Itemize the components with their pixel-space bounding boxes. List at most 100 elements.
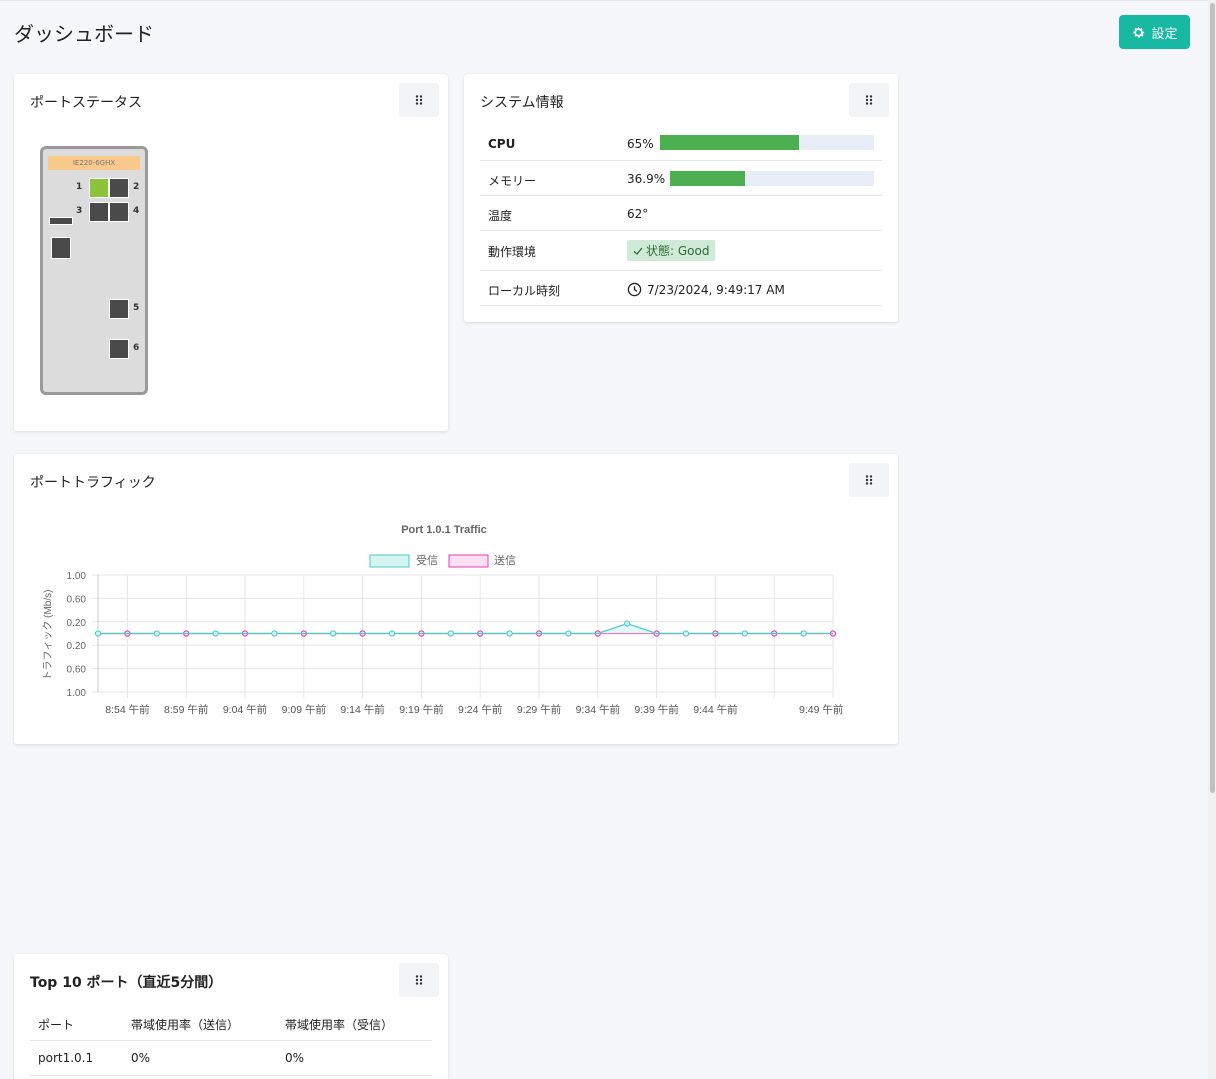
port-5[interactable] <box>109 299 129 319</box>
drag-handle-button[interactable] <box>399 83 439 117</box>
data-point <box>506 630 513 637</box>
chart-title: Port 1.0.1 Traffic <box>401 524 487 536</box>
system-info-title: システム情報 <box>480 95 564 111</box>
cpu-bar-fill <box>660 135 800 150</box>
series-line <box>98 622 833 635</box>
data-point <box>212 630 219 637</box>
data-point <box>624 620 631 627</box>
local-time-value: 7/23/2024, 9:49:17 AM <box>627 282 785 297</box>
local-time-text: 7/23/2024, 9:49:17 AM <box>647 282 785 297</box>
data-point <box>271 630 278 637</box>
legend-swatch-tx <box>448 554 489 568</box>
memory-row: メモリー 36.9% <box>480 161 882 196</box>
console-port <box>49 217 73 225</box>
table-cell-tx: 0% <box>131 1051 151 1065</box>
top10-title: Top 10 ポート（直近5分間） <box>30 975 223 991</box>
x-tick-label: 9:19 午前 <box>399 703 443 716</box>
legend-label-tx: 送信 <box>494 553 516 567</box>
port-number: 5 <box>133 303 140 313</box>
memory-label: メモリー <box>488 174 537 188</box>
table-divider <box>30 1040 432 1041</box>
port-status-card: ポートステータス IE220-6GHX 1 2 3 4 5 6 <box>14 74 448 431</box>
usb-port <box>51 237 71 259</box>
series-area <box>98 623 833 634</box>
x-tick-label: 9:29 午前 <box>517 703 561 716</box>
scrollbar-thumb[interactable] <box>1210 3 1215 793</box>
x-tick-label: 9:44 午前 <box>693 703 737 716</box>
switch-faceplate: IE220-6GHX 1 2 3 4 5 6 <box>40 146 148 395</box>
clock-icon <box>627 282 642 297</box>
port-2[interactable] <box>109 178 129 198</box>
port-number: 3 <box>76 206 83 216</box>
data-point <box>388 630 396 637</box>
status-badge: 状態: Good <box>627 240 716 261</box>
port-number: 1 <box>76 182 83 192</box>
port-traffic-card: ポートトラフィック Port 1.0.1 Traffic 受信 送信 トラフィッ… <box>14 454 898 744</box>
port-3[interactable] <box>89 202 109 222</box>
top-border <box>0 0 1216 1</box>
legend-swatch-rx <box>369 554 410 568</box>
drag-handle-button[interactable] <box>849 83 889 117</box>
table-divider <box>30 1075 432 1076</box>
gear-icon <box>1133 26 1145 38</box>
y-tick-label: 1.00 <box>67 571 87 582</box>
y-axis-label: トラフィック (Mb/s) <box>42 590 54 681</box>
cpu-row: CPU 65% <box>480 126 882 161</box>
column-header-tx: 帯域使用率（送信） <box>131 1018 240 1032</box>
port-1[interactable] <box>89 178 109 198</box>
port-number: 4 <box>133 206 140 216</box>
port-4[interactable] <box>109 202 129 222</box>
settings-button-label: 設定 <box>1151 26 1178 42</box>
x-tick-label: 9:24 午前 <box>458 703 502 716</box>
y-tick-label: 0.20 <box>67 641 87 652</box>
traffic-chart: Port 1.0.1 Traffic 受信 送信 トラフィック (Mb/s) 1… <box>42 524 843 716</box>
memory-bar-fill <box>670 171 746 186</box>
local-time-label: ローカル時刻 <box>488 284 561 298</box>
port-number: 2 <box>133 182 140 192</box>
cpu-value: 65% <box>627 137 654 151</box>
column-header-port: ポート <box>38 1018 75 1032</box>
data-point <box>682 630 690 637</box>
memory-bar <box>670 171 874 186</box>
data-point <box>330 630 337 637</box>
column-header-rx: 帯域使用率（受信） <box>285 1018 394 1032</box>
data-point <box>800 630 807 637</box>
temperature-value: 62° <box>627 207 649 221</box>
memory-value: 36.9% <box>627 172 666 186</box>
temperature-label: 温度 <box>488 209 513 223</box>
environment-row: 動作環境 状態: Good <box>480 231 882 271</box>
x-tick-label: 9:09 午前 <box>282 703 326 716</box>
switch-model-label: IE220-6GHX <box>48 156 140 170</box>
drag-handle-button[interactable] <box>849 463 889 497</box>
drag-handle-icon <box>415 975 423 985</box>
x-tick-label: 9:04 午前 <box>223 703 267 716</box>
x-tick-label: 9:39 午前 <box>634 703 678 716</box>
cpu-label: CPU <box>488 137 516 151</box>
y-tick-label: 0.60 <box>67 594 87 605</box>
drag-handle-icon <box>865 95 873 105</box>
environment-label: 動作環境 <box>488 245 537 259</box>
x-tick-label: 9:34 午前 <box>576 703 620 716</box>
check-icon <box>633 247 643 255</box>
status-badge-text: 状態: Good <box>646 244 710 258</box>
system-info-card: システム情報 CPU 65% メモリー 36.9% 温度 62° 動作環境 状態… <box>464 74 898 322</box>
port-number: 6 <box>133 343 140 353</box>
y-tick-label: 1.00 <box>67 688 87 699</box>
drag-handle-icon <box>415 95 423 105</box>
y-tick-label: 0.20 <box>67 618 87 629</box>
drag-handle-button[interactable] <box>399 963 439 997</box>
cpu-bar <box>660 135 874 150</box>
x-tick-label: 8:59 午前 <box>164 703 208 716</box>
x-tick-label: 8:54 午前 <box>105 703 149 716</box>
drag-handle-icon <box>865 475 873 485</box>
temperature-row: 温度 62° <box>480 196 882 231</box>
port-status-title: ポートステータス <box>30 95 142 111</box>
data-point <box>94 630 102 637</box>
page-title: ダッシュボード <box>14 22 154 46</box>
port-traffic-title: ポートトラフィック <box>30 475 156 491</box>
data-point <box>153 630 160 637</box>
settings-button[interactable]: 設定 <box>1119 15 1190 49</box>
data-point <box>447 630 454 637</box>
table-cell-rx: 0% <box>285 1051 305 1065</box>
port-6[interactable] <box>109 339 129 359</box>
